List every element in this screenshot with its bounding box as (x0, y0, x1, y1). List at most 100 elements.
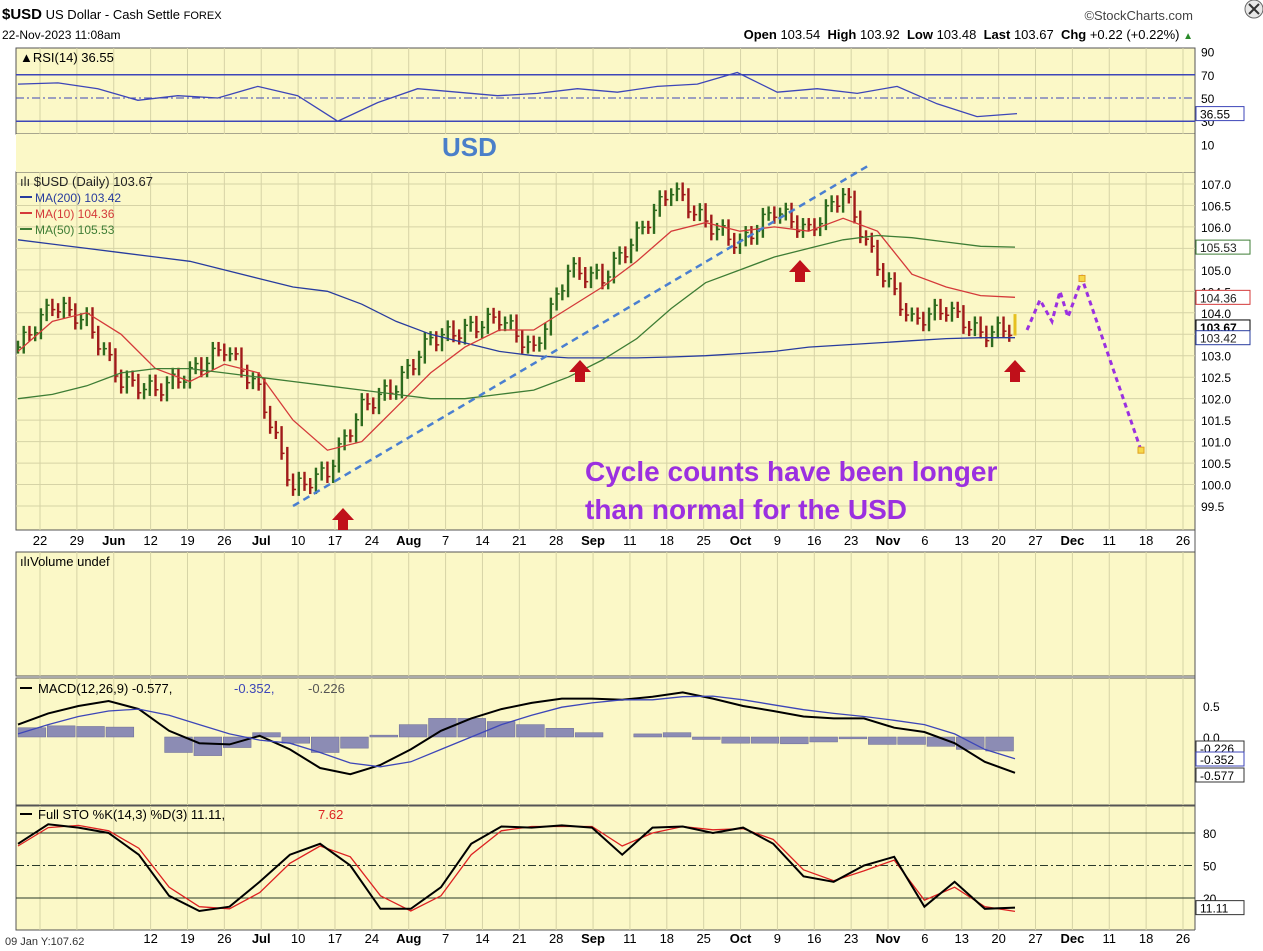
sto-d-line (17, 824, 1016, 913)
x-tick-label: Aug (396, 931, 421, 946)
x-tick-label: 16 (807, 533, 821, 548)
close-icon[interactable] (1244, 0, 1263, 19)
red-up-arrow-icon (789, 260, 811, 282)
rsi-y-tick: 50 (1201, 92, 1215, 106)
price-tag-box (1195, 289, 1251, 305)
price-y-tick: 101.5 (1201, 414, 1231, 428)
price-y-tick: 99.5 (1201, 500, 1225, 514)
macd-y-tick: 0.5 (1203, 700, 1220, 714)
macd-histogram-bar (17, 727, 47, 738)
price-tag-label: 104.36 (1200, 291, 1237, 305)
macd-histogram-bar (780, 736, 809, 745)
price-tag-label: 105.53 (1200, 241, 1237, 255)
x-tick-label: 6 (921, 931, 928, 946)
open-label: Open (743, 27, 777, 42)
cursor-readout: 09 Jan Y:107.62 (5, 936, 84, 948)
macd-histogram-bar (809, 736, 838, 743)
x-tick-label: 24 (365, 533, 379, 548)
macd-histogram-bar (692, 736, 721, 740)
x-tick-label: 23 (844, 533, 858, 548)
open-value: 103.54 (780, 27, 821, 42)
x-tick-label: 11 (1103, 931, 1117, 946)
x-tick-label: Aug (396, 533, 421, 548)
annotation-line-1: Cycle counts have been longer (585, 456, 997, 487)
x-tick-label: Oct (730, 931, 752, 946)
x-tick-label: 24 (365, 931, 379, 946)
x-tick-label: 19 (180, 931, 194, 946)
high-value: 103.92 (859, 27, 900, 42)
macd-histogram-bar (897, 736, 926, 745)
x-tick-label: 14 (475, 533, 489, 548)
x-tick-label: 17 (328, 533, 342, 548)
price-y-tick: 100.0 (1201, 479, 1231, 493)
x-tick-label: 10 (291, 931, 305, 946)
price-y-tick: 106.0 (1201, 221, 1231, 235)
symbol-name: US Dollar - Cash Settle (45, 7, 181, 22)
x-tick-label: 26 (217, 931, 231, 946)
macd-histogram-bar (721, 736, 750, 744)
rsi-y-tick: 90 (1201, 46, 1215, 60)
x-tick-label: Dec (1060, 931, 1084, 946)
chg-label: Chg (1060, 27, 1087, 42)
x-tick-label: Jul (252, 533, 271, 548)
x-tick-label: 25 (696, 533, 710, 548)
macd-histogram-bar (281, 736, 310, 744)
x-tick-label: 23 (844, 931, 858, 946)
ma200-line (17, 239, 1015, 359)
macd-signal-line (17, 695, 1016, 768)
x-tick-label: 29 (70, 533, 84, 548)
price-y-tick: 105.0 (1201, 264, 1231, 278)
x-tick-label: 18 (660, 931, 674, 946)
x-tick-label: 11 (623, 931, 637, 946)
x-tick-label: 10 (291, 533, 305, 548)
rsi-y-tick: 70 (1201, 69, 1215, 83)
stockcharts-brand[interactable]: ©StockCharts.com (1084, 8, 1193, 23)
price-y-tick: 100.5 (1201, 457, 1231, 471)
x-tick-label: 9 (774, 533, 781, 548)
chart-datetime: 22-Nov-2023 11:08am (2, 28, 121, 42)
x-tick-label: 18 (1139, 533, 1153, 548)
x-tick-label: 9 (774, 931, 781, 946)
macd-histogram-bar (369, 734, 398, 738)
x-tick-label: Nov (876, 931, 901, 946)
macd-tag-box (1195, 751, 1245, 767)
x-tick-label: 20 (991, 931, 1005, 946)
rsi-title: ▲RSI(14) 36.55 (20, 50, 114, 65)
x-tick-label: 13 (955, 533, 969, 548)
price-legend-item: MA(200) 103.42 (35, 191, 121, 205)
price-y-tick: 107.0 (1201, 178, 1231, 192)
macd-histogram-bar (310, 736, 340, 753)
x-tick-label: 6 (921, 533, 928, 548)
x-tick-label: Jul (252, 931, 271, 946)
rsi-latest-box (1195, 106, 1245, 122)
macd-line (17, 691, 1016, 776)
macd-tag-label: -0.577 (1200, 769, 1234, 783)
x-tick-label: 28 (549, 931, 563, 946)
ohlc-readout: Open 103.54 High 103.92 Low 103.48 Last … (744, 27, 1193, 42)
macd-histogram-bar (76, 726, 105, 738)
price-y-tick: 103.0 (1201, 350, 1231, 364)
macd-histogram-bar (545, 728, 574, 738)
chg-value: +0.22 (+0.22%) (1089, 27, 1180, 42)
rsi-line (17, 71, 1018, 122)
chart-header-title: $USD US Dollar - Cash Settle FOREX (2, 6, 222, 23)
macd-histogram-bar (193, 736, 223, 756)
price-y-tick: 101.0 (1201, 436, 1231, 450)
price-legend-title: ılı $USD (Daily) 103.67 (20, 174, 153, 189)
macd-histogram-bar (252, 732, 281, 738)
sto-tag-box (1195, 900, 1245, 916)
red-up-arrow-icon (569, 360, 591, 382)
macd-histogram-bar (868, 736, 897, 745)
sto-y-tick: 80 (1203, 827, 1217, 841)
low-value: 103.48 (936, 27, 977, 42)
x-tick-label: 7 (442, 931, 449, 946)
chg-up-arrow-icon: ▲ (1183, 31, 1193, 42)
x-tick-label: 27 (1028, 533, 1042, 548)
price-y-tick: 104.0 (1201, 307, 1231, 321)
usd-label: USD (442, 132, 497, 162)
macd-histogram-bar (516, 724, 545, 738)
macd-title: MACD(12,26,9) -0.577, (38, 681, 172, 696)
volume-title: ılıVolume undef (20, 554, 110, 569)
macd-histogram-bar (750, 736, 780, 744)
